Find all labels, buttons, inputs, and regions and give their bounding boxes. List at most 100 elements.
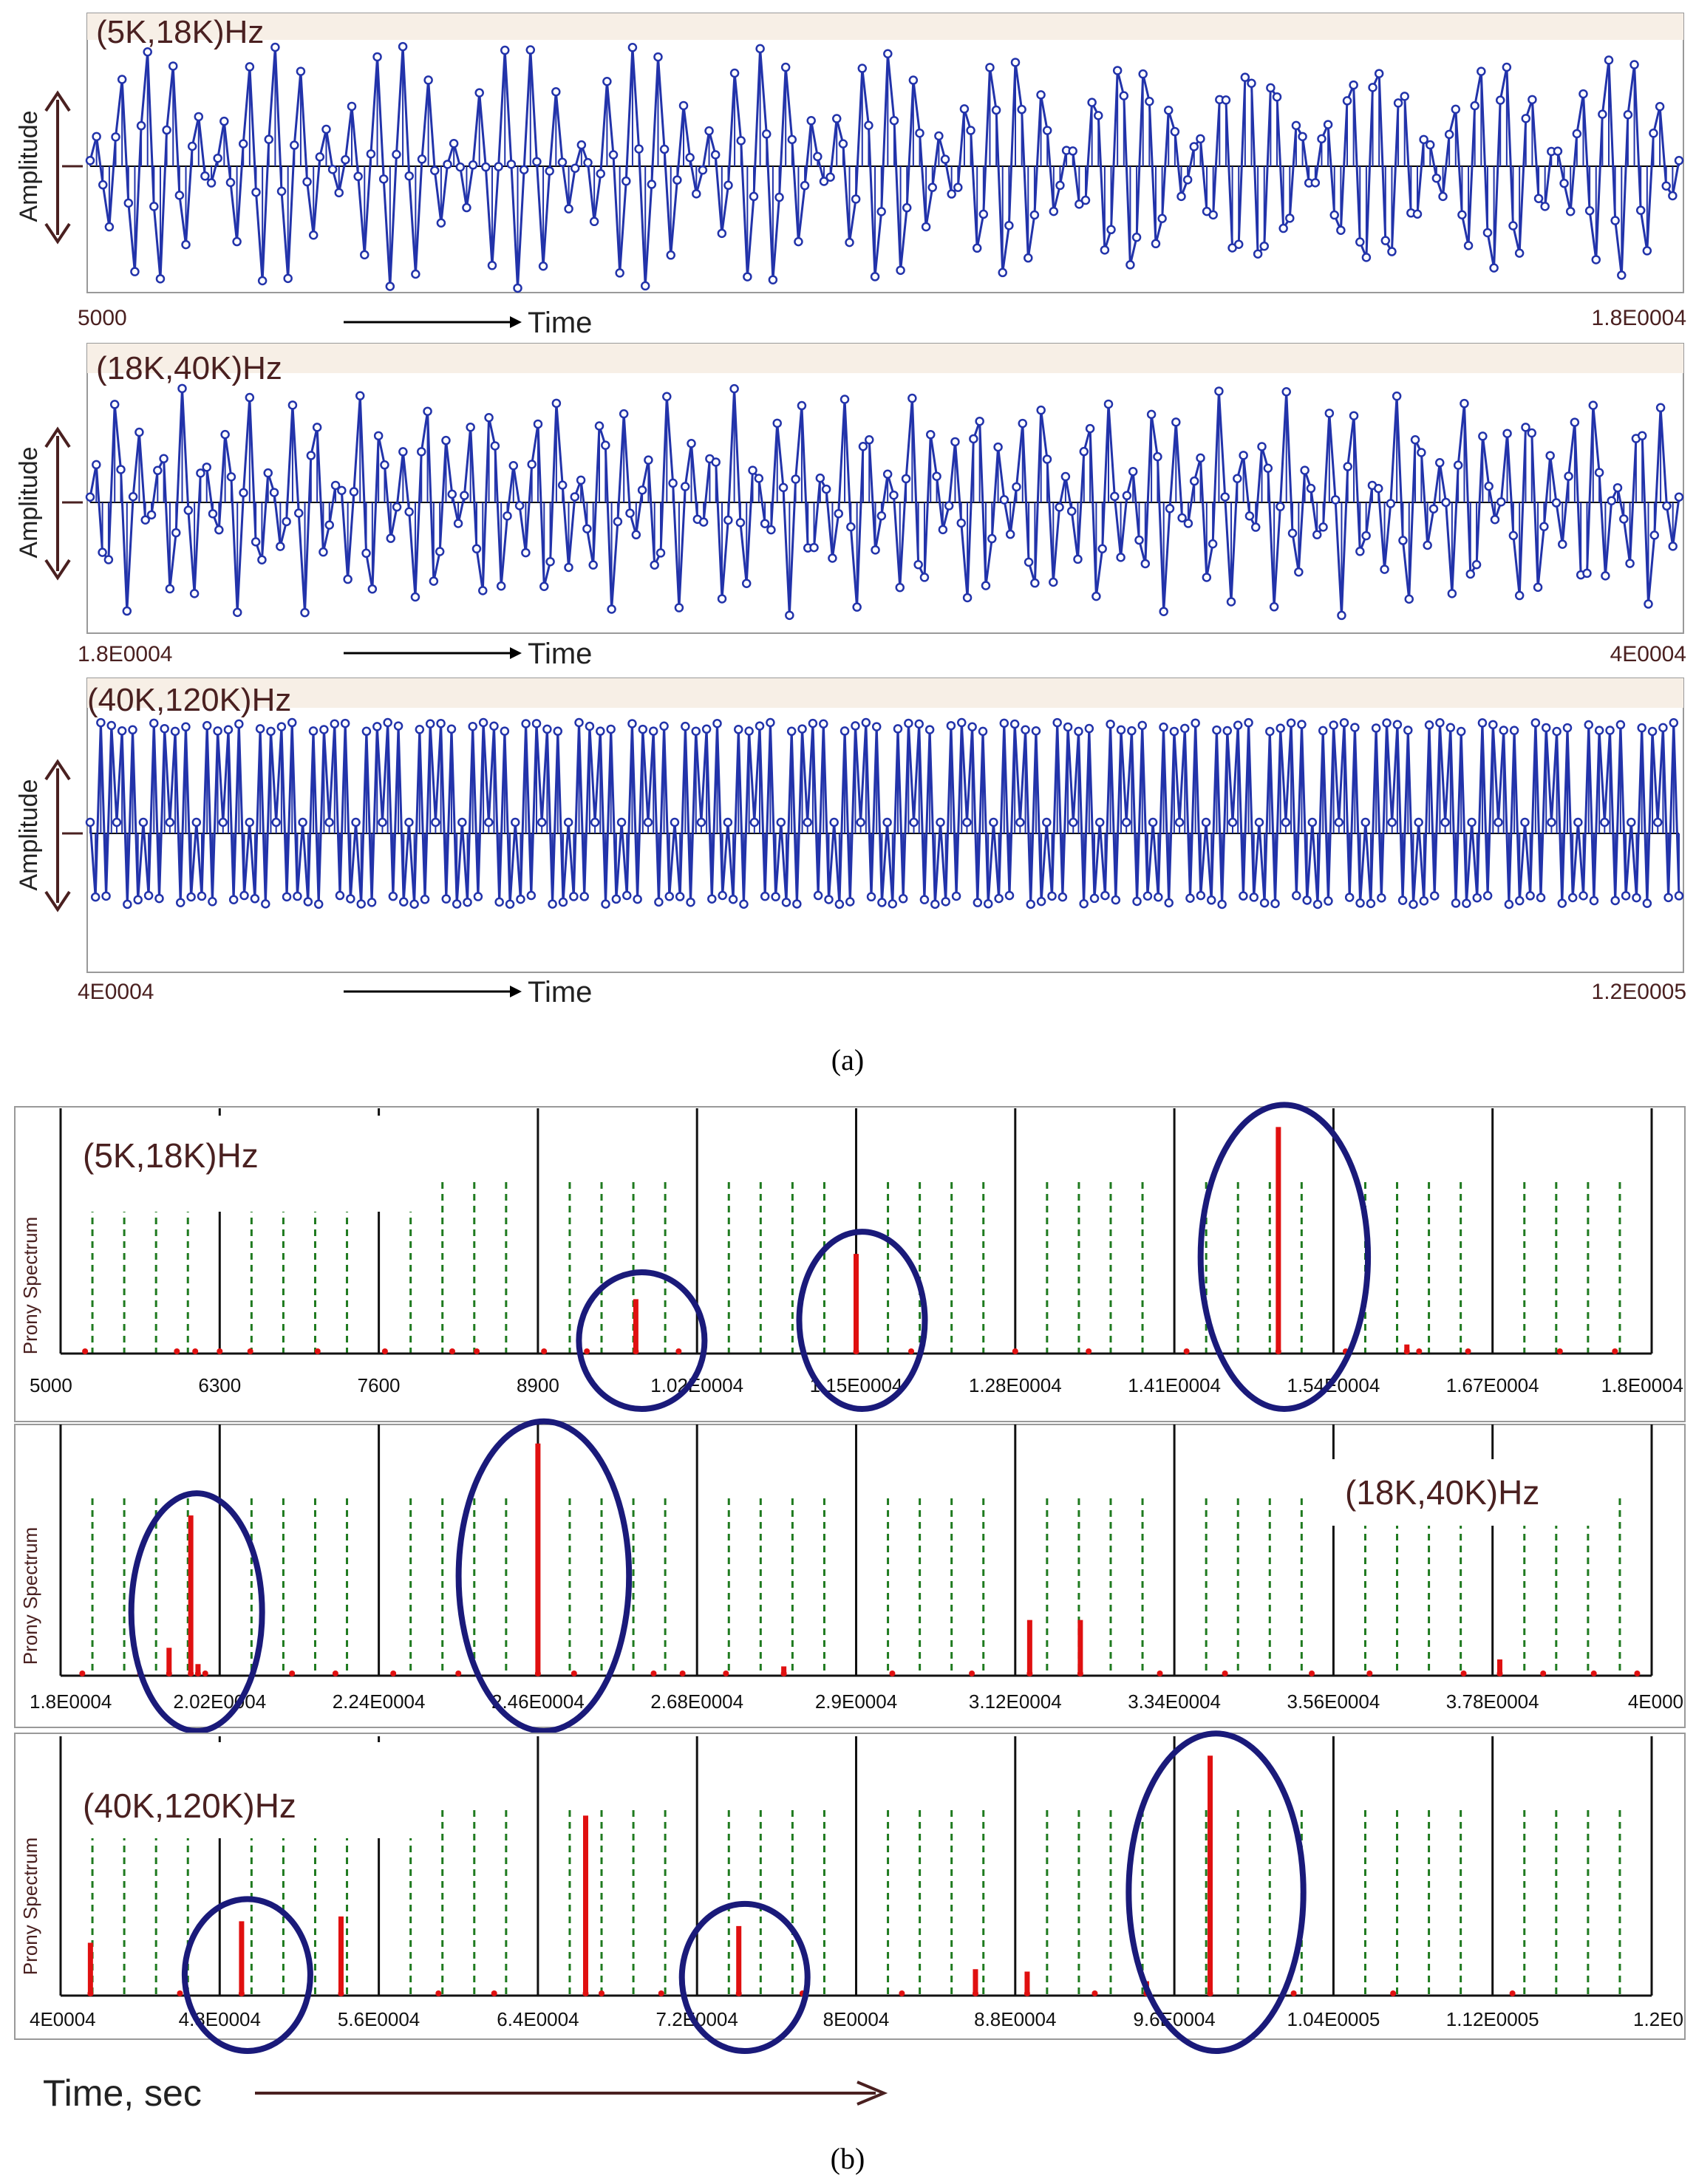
panel-b3-title-box xyxy=(67,1742,436,1838)
a2-sample-marker xyxy=(337,485,347,496)
a2-sample-marker xyxy=(226,472,236,482)
a1-sample-marker xyxy=(1131,232,1142,242)
a3-sample-marker xyxy=(579,892,589,901)
a2-sample-marker xyxy=(312,423,322,432)
a3-sample-marker xyxy=(202,720,212,731)
a1-sample-marker xyxy=(411,269,420,279)
a3-sample-marker xyxy=(574,717,584,728)
b2-spectrum-marker xyxy=(1460,1671,1467,1676)
a1-sample-marker xyxy=(366,149,376,159)
a3-sample-marker xyxy=(446,724,457,734)
a2-sample-marker xyxy=(1404,594,1414,604)
panel-b3-ticks: 4E0004 4.8E0004 5.6E0004 6.4E0004 7.2E0004 8E… xyxy=(30,2008,1683,2030)
b2-spectrum-marker xyxy=(455,1671,462,1676)
a2-sample-marker xyxy=(637,485,647,495)
b1-tick-label: 1.67E0004 xyxy=(1446,1374,1539,1396)
a2-sample-marker xyxy=(496,581,506,591)
a3-sample-marker xyxy=(638,724,648,734)
a1-sample-marker xyxy=(1151,239,1161,249)
a3-sample-marker xyxy=(1249,893,1259,902)
a3-sample-marker xyxy=(1270,898,1280,909)
a3-sample-marker xyxy=(983,899,993,909)
b1-peak-highlight-ellipse xyxy=(796,1229,928,1412)
a2-sample-marker xyxy=(1674,492,1684,502)
panel-a2-title: (18K,40K)Hz xyxy=(96,350,282,386)
panel-a1-title-band xyxy=(87,13,1683,40)
a3-sample-marker xyxy=(250,894,260,904)
a1-sample-marker xyxy=(615,268,624,278)
a3-sample-marker xyxy=(951,891,961,901)
a1-sample-marker xyxy=(704,126,714,136)
a3-sample-marker xyxy=(1557,898,1567,908)
a2-sample-marker xyxy=(429,576,439,586)
b2-tick-label: 4E000 xyxy=(1628,1690,1683,1713)
a1-sample-marker xyxy=(1457,210,1467,220)
a3-sample-marker xyxy=(1339,717,1349,728)
a3-sample-marker xyxy=(1504,899,1514,910)
a3-sample-marker xyxy=(287,717,297,728)
a1-sample-marker xyxy=(449,138,459,149)
a3-sample-marker xyxy=(489,721,499,731)
a3-sample-marker xyxy=(1488,720,1498,730)
a1-sample-marker xyxy=(1266,83,1276,93)
a3-sample-marker xyxy=(1547,817,1556,827)
a1-sample-marker xyxy=(666,250,675,260)
panel-a1-amplitude-arrow xyxy=(44,90,83,245)
panel-b3-circles xyxy=(181,1730,1307,2055)
a3-sample-marker xyxy=(909,817,919,827)
b2-spectrum-marker xyxy=(969,1671,975,1676)
a1-sample-marker xyxy=(570,163,580,173)
a3-sample-marker xyxy=(218,817,228,827)
a3-sample-marker xyxy=(1403,726,1413,735)
panel-a2-amplitude-label: Amplitude xyxy=(15,446,43,558)
a3-sample-marker xyxy=(293,891,302,901)
a1-sample-marker xyxy=(1451,104,1461,115)
a3-sample-marker xyxy=(1567,893,1578,903)
a2-sample-marker xyxy=(122,606,132,616)
b2-spectrum-marker xyxy=(166,1671,172,1676)
a3-sample-marker xyxy=(1116,725,1126,735)
b1-spectrum-marker xyxy=(675,1348,682,1354)
b2-peak-highlight-ellipse xyxy=(128,1490,265,1735)
a3-sample-marker xyxy=(1244,717,1253,728)
panel-a3: (40K,120K)Hz 4E0004 1.2E0005 Time Amplit… xyxy=(15,678,1686,1009)
a1-sample-marker xyxy=(889,115,899,126)
b1-spectrum-marker xyxy=(314,1348,321,1354)
a3-sample-marker xyxy=(1292,890,1301,901)
a2-sample-marker xyxy=(1668,542,1678,551)
a3-sample-marker xyxy=(208,897,217,907)
a2-sample-marker xyxy=(1091,591,1101,601)
a1-sample-marker xyxy=(876,207,886,216)
a2-sample-marker xyxy=(1594,468,1604,477)
a3-sample-marker xyxy=(1227,817,1238,827)
b1-tick-label: 1.8E0004 xyxy=(1601,1374,1683,1396)
a3-sample-marker xyxy=(1121,817,1131,827)
b2-spectrum-marker xyxy=(79,1671,86,1676)
b3-spectrum-marker xyxy=(177,1990,183,1996)
a3-sample-marker xyxy=(1159,722,1168,732)
a2-sample-marker xyxy=(785,610,794,621)
a1-sample-marker xyxy=(1463,241,1474,250)
a3-sample-marker xyxy=(1610,895,1620,906)
a2-sample-marker xyxy=(1527,428,1537,438)
a1-sample-marker xyxy=(238,139,248,149)
a3-sample-marker xyxy=(1637,723,1646,733)
a2-sample-marker xyxy=(588,560,598,570)
a2-sample-marker xyxy=(668,478,678,488)
a3-sample-marker xyxy=(1530,718,1541,728)
a2-sample-marker xyxy=(128,492,138,502)
a2-sample-marker xyxy=(1625,559,1635,568)
a3-sample-marker xyxy=(154,893,164,904)
a3-sample-marker xyxy=(914,719,924,729)
a2-sample-marker xyxy=(895,582,905,593)
a2-sample-marker xyxy=(1564,471,1573,481)
a3-sample-marker xyxy=(1451,898,1461,908)
a1-sample-marker xyxy=(327,165,338,174)
a1-sample-marker xyxy=(360,250,369,260)
a2-sample-marker xyxy=(1281,387,1291,397)
a3-sample-marker xyxy=(1324,896,1333,906)
a3-sample-marker xyxy=(601,899,610,909)
a3-sample-marker xyxy=(404,817,414,827)
a3-sample-marker xyxy=(1329,720,1338,730)
a3-sample-marker xyxy=(1424,720,1434,730)
